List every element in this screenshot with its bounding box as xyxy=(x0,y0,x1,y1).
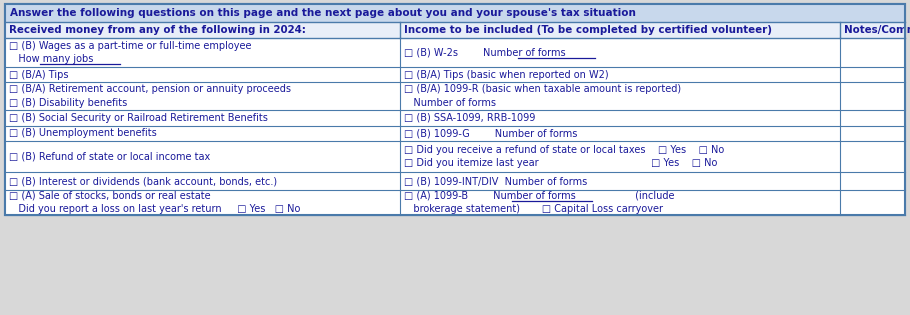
Bar xyxy=(5,126,905,141)
Bar xyxy=(5,190,905,215)
Text: □ (B) Interest or dividends (bank account, bonds, etc.): □ (B) Interest or dividends (bank accoun… xyxy=(9,176,278,186)
Bar xyxy=(5,67,905,82)
Text: Did you report a loss on last year's return     □ Yes   □ No: Did you report a loss on last year's ret… xyxy=(9,204,300,214)
Bar xyxy=(5,38,905,67)
Bar xyxy=(5,4,905,215)
Bar xyxy=(5,22,905,38)
Text: Answer the following questions on this page and the next page about you and your: Answer the following questions on this p… xyxy=(10,8,636,18)
Bar xyxy=(5,4,905,22)
Text: □ (B) Refund of state or local income tax: □ (B) Refund of state or local income ta… xyxy=(9,152,210,162)
Bar xyxy=(5,172,905,190)
Text: □ (B/A) Retirement account, pension or annuity proceeds: □ (B/A) Retirement account, pension or a… xyxy=(9,84,291,94)
Text: □ (B) Wages as a part-time or full-time employee: □ (B) Wages as a part-time or full-time … xyxy=(9,41,251,51)
Text: Number of forms: Number of forms xyxy=(404,98,496,107)
Text: □ (A) Sale of stocks, bonds or real estate: □ (A) Sale of stocks, bonds or real esta… xyxy=(9,191,210,201)
Text: Notes/Comments: Notes/Comments xyxy=(844,25,910,35)
Bar xyxy=(5,4,905,215)
Text: How many jobs: How many jobs xyxy=(9,54,94,64)
Text: Income to be included (To be completed by certified volunteer): Income to be included (To be completed b… xyxy=(404,25,772,35)
Text: □ (A) 1099-B        Number of forms                   (include: □ (A) 1099-B Number of forms (include xyxy=(404,191,674,201)
Text: □ (B) W-2s        Number of forms: □ (B) W-2s Number of forms xyxy=(404,48,566,58)
Bar xyxy=(5,141,905,172)
Text: □ (B/A) Tips: □ (B/A) Tips xyxy=(9,70,68,79)
Bar xyxy=(5,82,905,110)
Text: □ (B) 1099-G        Number of forms: □ (B) 1099-G Number of forms xyxy=(404,129,577,139)
Text: □ Did you receive a refund of state or local taxes    □ Yes    □ No: □ Did you receive a refund of state or l… xyxy=(404,145,724,155)
Text: □ (B) Unemployment benefits: □ (B) Unemployment benefits xyxy=(9,129,157,139)
Text: □ (B) Social Security or Railroad Retirement Benefits: □ (B) Social Security or Railroad Retire… xyxy=(9,113,268,123)
Text: brokerage statement)       □ Capital Loss carryover: brokerage statement) □ Capital Loss carr… xyxy=(404,204,663,214)
Text: □ (B/A) Tips (basic when reported on W2): □ (B/A) Tips (basic when reported on W2) xyxy=(404,70,609,79)
Text: Received money from any of the following in 2024:: Received money from any of the following… xyxy=(9,25,306,35)
Text: □ (B) SSA-1099, RRB-1099: □ (B) SSA-1099, RRB-1099 xyxy=(404,113,535,123)
Text: □ (B/A) 1099-R (basic when taxable amount is reported): □ (B/A) 1099-R (basic when taxable amoun… xyxy=(404,84,681,94)
Text: □ (B) Disability benefits: □ (B) Disability benefits xyxy=(9,98,127,107)
Bar xyxy=(5,110,905,126)
Text: □ Did you itemize last year                                    □ Yes    □ No: □ Did you itemize last year □ Yes □ No xyxy=(404,158,717,168)
Text: □ (B) 1099-INT/DIV  Number of forms: □ (B) 1099-INT/DIV Number of forms xyxy=(404,176,587,186)
